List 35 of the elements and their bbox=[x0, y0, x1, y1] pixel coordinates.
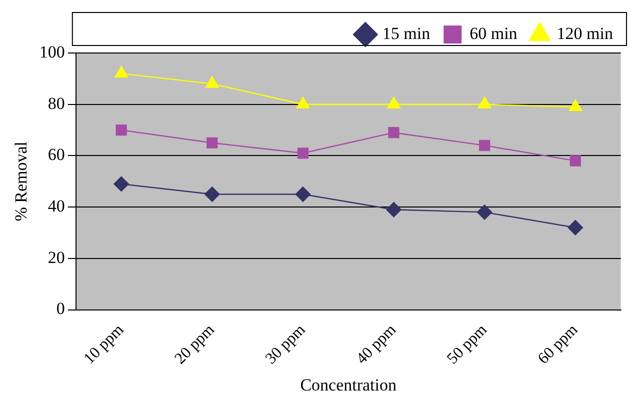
point bbox=[476, 204, 492, 220]
point bbox=[570, 155, 581, 166]
point bbox=[568, 220, 583, 236]
x-tick-label: 60 ppm bbox=[534, 320, 582, 368]
point bbox=[116, 124, 127, 136]
y-tick-label: 100 bbox=[39, 42, 65, 62]
y-tick-label: 40 bbox=[48, 196, 65, 216]
point bbox=[114, 176, 129, 192]
y-tick-label: 0 bbox=[56, 299, 65, 318]
y-axis-title: % Removal bbox=[12, 141, 31, 222]
point bbox=[205, 76, 219, 88]
y-tick-label: 80 bbox=[48, 94, 65, 113]
x-tick-label: 40 ppm bbox=[353, 320, 400, 368]
y-tick-label: 60 bbox=[48, 145, 65, 164]
point bbox=[295, 186, 311, 202]
point bbox=[568, 99, 582, 112]
point bbox=[297, 148, 308, 159]
point bbox=[386, 202, 402, 218]
point bbox=[479, 140, 490, 151]
point bbox=[114, 66, 128, 78]
x-tick-label: 20 ppm bbox=[172, 320, 218, 368]
point bbox=[387, 96, 400, 108]
point bbox=[388, 127, 400, 138]
point bbox=[296, 96, 310, 108]
legend-label: 15 min bbox=[382, 24, 431, 43]
x-tick-label: 10 ppm bbox=[80, 320, 128, 368]
point bbox=[478, 96, 492, 108]
point bbox=[206, 137, 218, 148]
legend-label: 60 min bbox=[470, 24, 518, 43]
x-tick-label: 50 ppm bbox=[444, 320, 491, 368]
x-axis-title: Concentration bbox=[300, 375, 397, 394]
x-tick-label: 30 ppm bbox=[262, 320, 310, 368]
legend-label: 120 min bbox=[556, 24, 614, 43]
point bbox=[204, 186, 220, 202]
y-tick-label: 20 bbox=[48, 248, 65, 267]
